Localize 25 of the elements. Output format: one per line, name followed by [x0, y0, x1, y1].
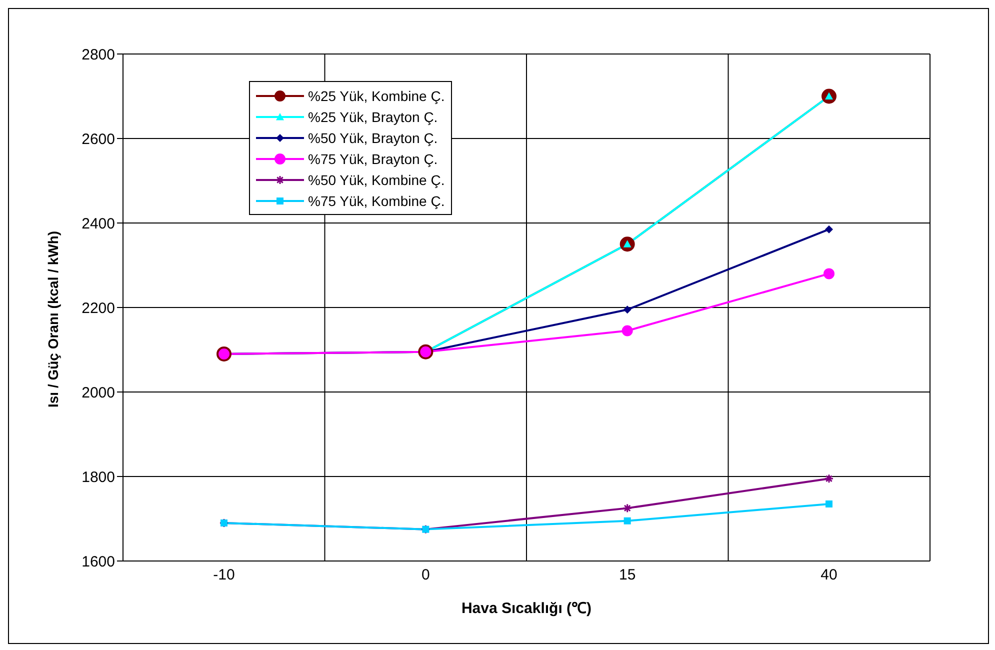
y-tick-label: 2400: [82, 215, 115, 232]
y-axis-title: Isı / Güç Oranı (kcal / kWh): [44, 230, 61, 408]
y-tick-label: 1800: [82, 468, 115, 486]
y-tick-label: 2600: [82, 130, 115, 148]
legend-label: %50 Yük, Brayton Ç.: [308, 130, 438, 146]
x-tick-label: -10: [213, 566, 235, 584]
legend-label: %75 Yük, Brayton Ç.: [308, 150, 438, 166]
y-tick-label: 2800: [82, 46, 115, 64]
x-tick-label: 15: [618, 566, 636, 584]
point: [824, 268, 834, 280]
legend-label: %25 Yük, Kombine Ç.: [308, 88, 445, 104]
y-tick-label: 2200: [82, 300, 115, 317]
x-tick-label: 40: [820, 566, 838, 584]
point: [622, 325, 633, 336]
point: [825, 225, 833, 234]
legend-label: %50 Yük, Kombine Ç.: [308, 172, 445, 188]
legend-label: %75 Yük, Kombine Ç.: [308, 192, 445, 208]
point: [826, 500, 832, 508]
y-tick-label: 1600: [82, 553, 115, 570]
y-tick-label: 2000: [82, 384, 115, 402]
x-tick-label: 0: [421, 566, 430, 584]
point: [624, 517, 631, 524]
point: [623, 306, 632, 314]
legend-label: %25 Yük, Brayton Ç.: [308, 108, 438, 124]
x-axis-title: Hava Sıcaklığı (℃): [461, 600, 592, 617]
